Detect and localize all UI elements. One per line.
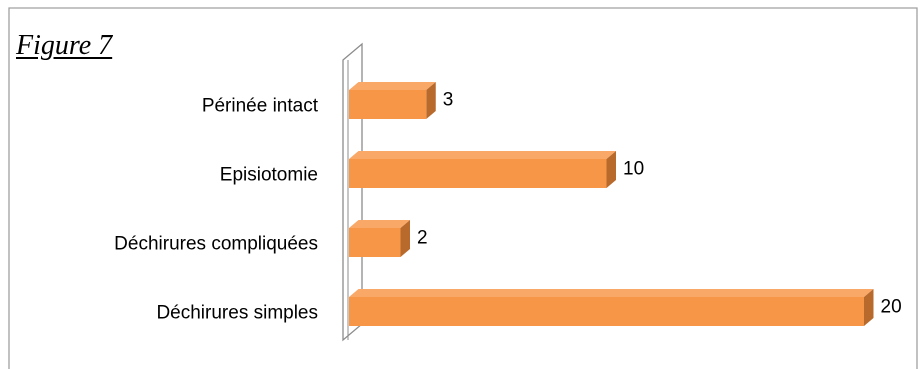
category-label: Episiotomie bbox=[220, 165, 318, 186]
bar bbox=[349, 297, 864, 326]
bar bbox=[349, 90, 427, 119]
category-label: Déchirures compliquées bbox=[114, 234, 318, 255]
bar bbox=[349, 159, 607, 188]
bar-top-face bbox=[349, 151, 616, 159]
bar-side-face bbox=[400, 220, 410, 257]
bar-side-face bbox=[864, 289, 874, 326]
bar-top-face bbox=[349, 289, 874, 297]
bar-top-face bbox=[349, 220, 410, 228]
bar bbox=[349, 228, 401, 257]
category-label: Déchirures simples bbox=[156, 303, 318, 324]
chart-border bbox=[8, 7, 918, 369]
data-label: 2 bbox=[417, 228, 428, 249]
data-label: 10 bbox=[623, 159, 644, 180]
category-label: Périnée intact bbox=[202, 96, 319, 117]
bar-side-face bbox=[606, 151, 616, 188]
figure-label: Figure 7 bbox=[16, 30, 113, 61]
data-label: 3 bbox=[443, 90, 454, 111]
bar-top-face bbox=[349, 82, 436, 90]
bar-side-face bbox=[426, 82, 436, 119]
data-label: 20 bbox=[881, 297, 902, 318]
